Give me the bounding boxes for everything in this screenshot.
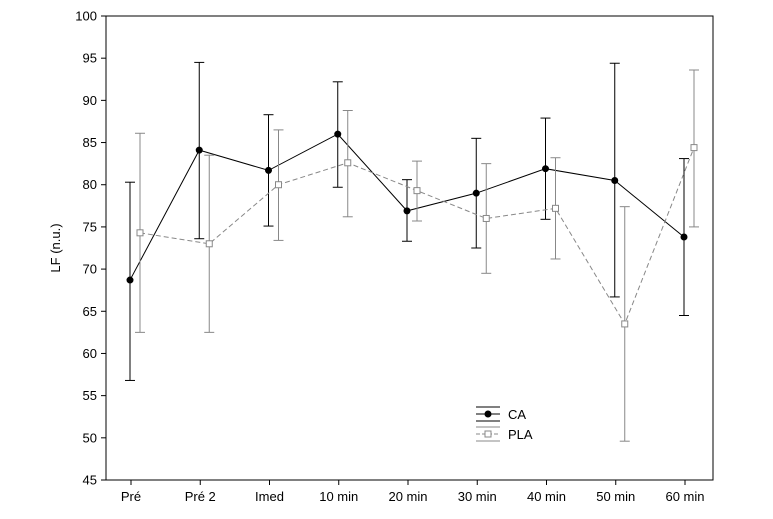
x-axis: Pré Pré 2 Imed 10 min 20 min 30 min 40 min 50 m…	[121, 480, 705, 504]
x-tick-label: Imed	[255, 489, 284, 504]
x-tick-label: 10 min	[319, 489, 358, 504]
series-pla	[135, 69, 699, 442]
x-tick-label: 20 min	[388, 489, 427, 504]
y-tick-label: 60	[83, 346, 97, 361]
y-tick-label: 70	[83, 262, 97, 277]
y-tick-label: 90	[83, 93, 97, 108]
legend-marker	[484, 410, 492, 418]
data-point	[413, 187, 421, 195]
series-layer	[125, 61, 699, 442]
x-tick-label: 30 min	[458, 489, 497, 504]
y-axis: 45 50 55 60 65 70 75 80 85 90 95 100	[75, 9, 106, 488]
data-point	[195, 146, 203, 154]
x-tick-label: 50 min	[596, 489, 635, 504]
data-point	[403, 207, 411, 215]
legend-item-ca: CA	[476, 406, 526, 422]
data-point	[126, 276, 134, 284]
data-point	[611, 177, 619, 185]
y-tick-label: 45	[83, 473, 97, 488]
data-point	[680, 233, 688, 241]
y-tick-label: 100	[75, 9, 97, 24]
y-tick-label: 95	[83, 51, 97, 66]
data-point	[690, 144, 698, 152]
data-point	[621, 320, 629, 328]
y-tick-label: 50	[83, 430, 97, 445]
data-point	[552, 204, 559, 212]
x-tick-label: 40 min	[527, 489, 566, 504]
x-tick-label: 60 min	[665, 489, 704, 504]
y-axis-label: LF (n.u.)	[48, 223, 63, 272]
data-point	[136, 229, 144, 237]
y-tick-label: 80	[83, 177, 97, 192]
data-point	[482, 214, 490, 222]
y-tick-label: 65	[83, 304, 97, 319]
legend-item-pla: PLA	[476, 426, 533, 442]
data-point	[265, 166, 272, 174]
data-point	[542, 165, 549, 173]
data-point	[275, 181, 282, 189]
data-point	[472, 189, 480, 197]
y-tick-label: 55	[83, 388, 97, 403]
legend: CA PLA	[476, 406, 533, 442]
y-tick-label: 85	[83, 135, 97, 150]
data-point	[205, 240, 213, 248]
plot-frame	[105, 15, 714, 481]
x-tick-label: Pré 2	[185, 489, 216, 504]
legend-label: PLA	[508, 427, 533, 442]
data-point	[344, 159, 352, 167]
legend-marker	[484, 430, 492, 438]
series-ca	[125, 61, 689, 381]
x-tick-label: Pré	[121, 489, 141, 504]
data-point	[334, 130, 342, 138]
y-tick-label: 75	[83, 219, 97, 234]
legend-label: CA	[508, 407, 526, 422]
